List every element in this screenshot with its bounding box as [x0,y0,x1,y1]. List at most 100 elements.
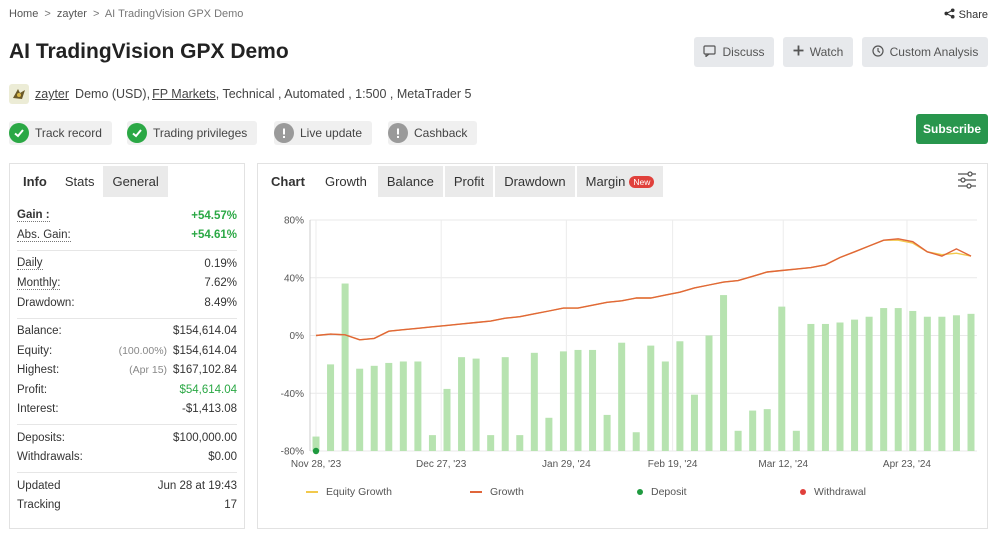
stat-label: Balance: [17,325,62,338]
legend-swatch [470,491,482,493]
share-label: Share [958,9,988,21]
badge-live-update[interactable]: Live update [274,121,373,145]
tab-margin[interactable]: Margin New [576,166,664,197]
bar [851,319,859,451]
x-tick-label: Nov 28, '23 [291,459,342,470]
discuss-label: Discuss [722,45,765,59]
tab-stats[interactable]: Stats [64,174,95,189]
stat-row-updated: Updated Jun 28 at 19:43 [17,476,237,496]
bar [676,341,684,451]
legend-swatch [637,489,643,495]
deposit-marker [312,447,320,455]
bar [909,310,917,451]
legend-growth[interactable]: Growth [470,486,524,498]
stat-label: Interest: [17,403,59,416]
bar [880,308,888,451]
stat-label: Profit: [17,383,48,396]
bar [967,313,975,451]
tab-profit[interactable]: Profit [444,166,494,197]
avatar[interactable] [9,84,29,104]
bar [763,409,771,451]
tab-info[interactable]: Info [23,174,47,189]
breadcrumb-home[interactable]: Home [9,8,39,20]
x-tick-label: Apr 23, '24 [883,459,931,470]
stat-label[interactable]: Monthly: [17,276,61,290]
account-details: , Technical , Automated , 1:500 , MetaTr… [215,87,472,101]
check-icon [127,123,147,143]
x-tick-label: Jan 29, '24 [542,459,591,470]
stat-row-withdrawals: Withdrawals: $0.00 [17,448,237,468]
stat-label: Updated [17,479,61,492]
bar [705,335,713,451]
badge-label: Cashback [414,126,468,140]
custom-analysis-button[interactable]: Custom Analysis [862,37,988,67]
stat-label: Equity: [17,344,53,357]
growth-chart[interactable]: 80% 40% 0% -40% -80%Nov 28, '23 Dec 27, '23 Ja… [258,204,987,484]
stat-value: $100,000.00 [173,431,237,444]
y-tick-label: 40% [284,273,304,284]
bar [894,308,902,451]
stat-value: 17 [224,499,237,512]
badge-cashback[interactable]: Cashback [388,121,478,145]
stat-value: $167,102.84 [173,364,237,377]
plus-icon [793,45,804,59]
stat-row-deposits: Deposits: $100,000.00 [17,428,237,448]
stat-group-rates: Daily 0.19% Monthly: 7.62% Drawdown: 8.4… [17,251,237,319]
bar [530,352,538,451]
broker-link[interactable]: FP Markets [152,87,216,101]
bar [836,322,844,451]
subscribe-button[interactable]: Subscribe [916,114,988,144]
stat-value: +54.57% [191,209,237,222]
stats-panel: Info Stats General Gain : +54.57% Abs. G… [9,163,245,529]
stat-row-interest: Interest: -$1,413.08 [17,400,237,420]
discuss-button[interactable]: Discuss [694,37,774,67]
bar [618,342,626,451]
equity-growth-line [315,239,972,341]
breadcrumb-separator: > [44,8,51,20]
stat-group-updated: Updated Jun 28 at 19:43 Tracking 17 [17,473,237,520]
stat-group-deposits: Deposits: $100,000.00 Withdrawals: $0.00 [17,425,237,473]
badge-trading-privileges[interactable]: Trading privileges [127,121,258,145]
bar [501,357,509,451]
chart-legend: Equity Growth Growth Deposit Withdrawal [258,486,987,506]
bar [734,430,742,451]
tab-growth[interactable]: Growth [315,166,376,197]
stat-row-daily: Daily 0.19% [17,254,237,274]
bar [647,345,655,451]
legend-withdrawal[interactable]: Withdrawal [800,486,866,498]
legend-equity-growth[interactable]: Equity Growth [306,486,392,498]
stat-label[interactable]: Abs. Gain: [17,228,71,242]
stat-value: $154,614.04 [173,325,237,338]
bar [720,295,728,451]
bar [516,435,524,451]
bar [559,351,567,451]
legend-swatch [306,491,318,493]
exclamation-icon [274,123,294,143]
bar [443,388,451,451]
stat-value: 8.49% [204,296,237,309]
breadcrumb: Home > zayter > AI TradingVision GPX Dem… [9,8,243,20]
badge-track-record[interactable]: Track record [9,121,112,145]
legend-deposit[interactable]: Deposit [637,486,687,498]
stat-value: 0.19% [204,257,237,270]
tab-general[interactable]: General [103,166,168,197]
watch-button[interactable]: Watch [783,37,853,67]
bar [356,368,364,451]
bar [312,436,320,451]
chart-settings-button[interactable] [957,171,977,194]
tab-balance[interactable]: Balance [377,166,443,197]
clock-icon [872,44,884,60]
chat-icon [703,44,717,60]
bar [661,361,669,451]
tab-margin-label: Margin [585,174,626,189]
share-button[interactable]: Share [944,8,988,22]
tab-drawdown[interactable]: Drawdown [495,166,575,197]
tab-chart[interactable]: Chart [271,174,305,189]
legend-label: Deposit [651,486,687,498]
x-tick-label: Feb 19, '24 [648,459,698,470]
stat-label: Highest: [17,364,60,377]
stat-label[interactable]: Gain : [17,209,50,223]
username-link[interactable]: zayter [35,87,70,101]
stat-label[interactable]: Daily [17,257,43,271]
breadcrumb-user[interactable]: zayter [56,8,87,20]
